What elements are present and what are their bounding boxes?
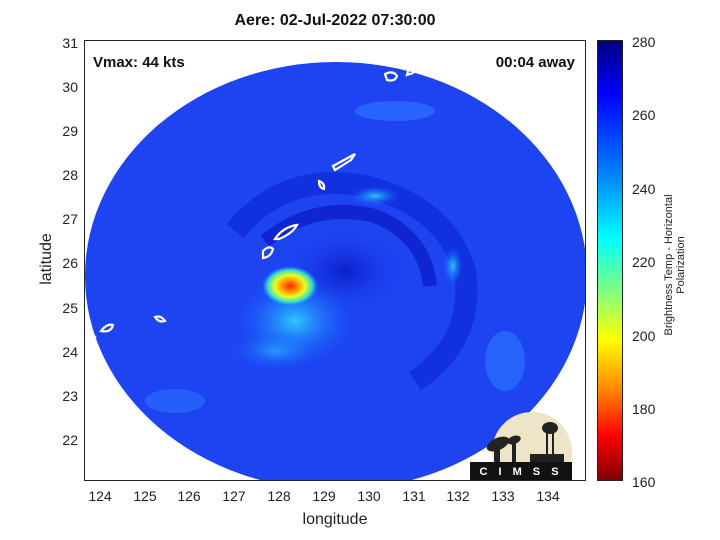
island-coastline: [153, 315, 167, 323]
logo-text: C I M S S: [479, 466, 563, 478]
island-coastline: [85, 333, 97, 339]
y-axis-label: latitude: [38, 233, 55, 285]
spiral-band: [260, 204, 437, 287]
x-tick-label: 132: [446, 488, 470, 504]
island-coastline: [261, 246, 275, 260]
microwave-image: [85, 53, 585, 480]
colorbar: [597, 40, 623, 481]
logo-graphic: [470, 412, 572, 492]
convection-glow: [145, 389, 205, 413]
x-tick-label: 125: [133, 488, 157, 504]
colorbar-tick-label: 240: [632, 181, 656, 197]
spiral-band: [226, 172, 478, 391]
y-tick-label: 24: [62, 344, 78, 360]
x-tick-label: 127: [222, 488, 246, 504]
time-offset-annotation: 00:04 away: [495, 54, 575, 71]
colorbar-tick-label: 180: [632, 401, 656, 417]
island-coastline: [405, 53, 419, 77]
coastline-group: [85, 53, 419, 339]
figure-title: Aere: 02-Jul-2022 07:30:00: [234, 12, 436, 29]
colorbar-tick-label: 200: [632, 328, 656, 344]
colorbar-tick-label: 220: [632, 254, 656, 270]
y-tick-label: 27: [62, 211, 78, 227]
y-tick-label: 29: [62, 123, 78, 139]
convection-glow: [443, 246, 463, 286]
storm-core: [262, 266, 318, 306]
cimss-logo: C I M S S: [470, 410, 572, 492]
y-tick-label: 31: [62, 35, 78, 51]
colorbar-tick-label: 280: [632, 34, 656, 50]
island-coastline: [99, 323, 115, 333]
x-tick-label: 124: [88, 488, 112, 504]
y-tick-label: 30: [62, 79, 78, 95]
x-tick-label: 128: [267, 488, 291, 504]
x-tick-label: 126: [177, 488, 201, 504]
colorbar-label: Brightness Temp - Horizontal Polarizatio…: [663, 194, 687, 336]
x-axis-label: longitude: [302, 511, 368, 528]
x-tick-label: 134: [536, 488, 560, 504]
y-tick-label: 23: [62, 388, 78, 404]
map-plot-area: Vmax: 44 kts 00:04 away: [84, 40, 586, 481]
x-tick-label: 133: [491, 488, 515, 504]
x-tick-label: 129: [312, 488, 336, 504]
y-tick-label: 25: [62, 300, 78, 316]
island-coastline: [331, 153, 356, 172]
island-coastline: [317, 179, 326, 191]
colorbar-tick-label: 160: [632, 474, 656, 490]
island-coastline: [272, 223, 299, 241]
convection-glow: [350, 186, 400, 206]
colorbar-tick-label: 260: [632, 107, 656, 123]
x-tick-label: 131: [402, 488, 426, 504]
convection-glow: [230, 331, 320, 371]
y-tick-label: 28: [62, 167, 78, 183]
convection-glow: [485, 331, 525, 391]
x-tick-label: 130: [357, 488, 381, 504]
convection-glow: [355, 101, 435, 121]
y-tick-label: 22: [62, 432, 78, 448]
island-coastline: [383, 71, 399, 82]
vmax-annotation: Vmax: 44 kts: [93, 54, 185, 71]
y-tick-label: 26: [62, 255, 78, 271]
